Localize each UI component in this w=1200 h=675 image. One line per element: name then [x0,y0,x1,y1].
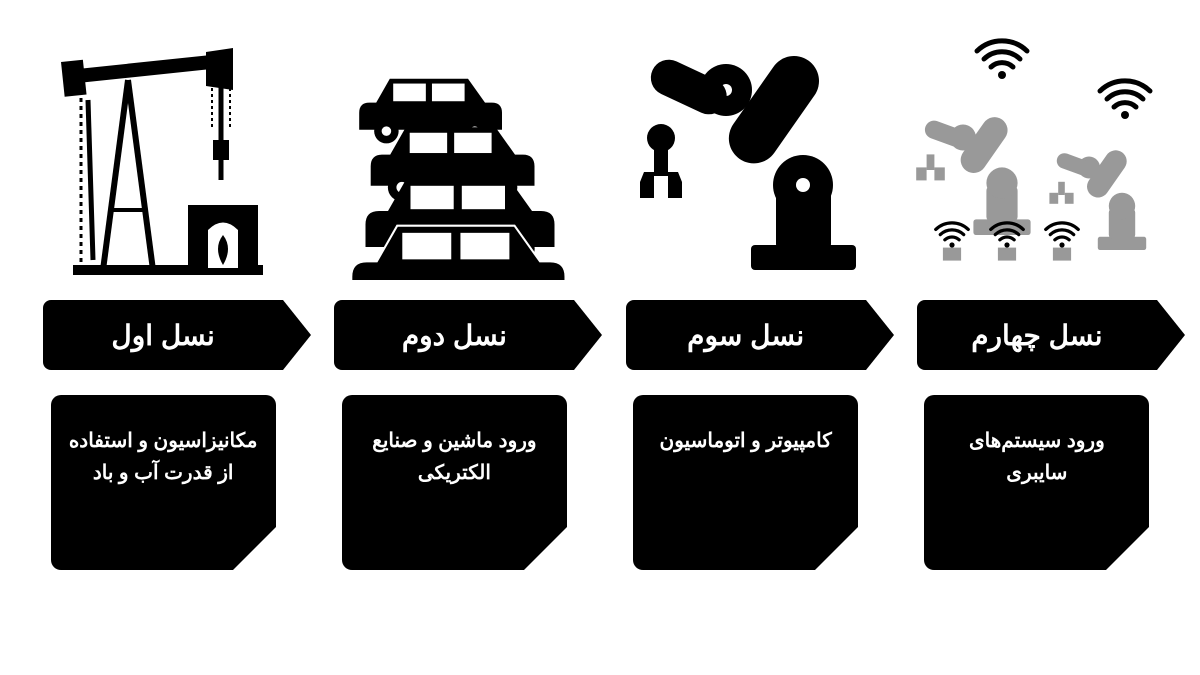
gen3-title: نسل سوم [626,300,866,370]
gen4-description: ورود سیستم‌های سایبری [924,395,1149,570]
oil-pump-icon [33,30,293,280]
gen3-description: کامپیوتر و اتوماسیون [633,395,858,570]
gen1-description: مکانیزاسیون و استفاده از قدرت آب و باد [51,395,276,570]
column-gen2: نسل دوم ورود ماشین و صنایع الکتریکی [324,30,584,570]
gen2-description: ورود ماشین و صنایع الکتریکی [342,395,567,570]
smart-factory-icon [907,30,1167,280]
gen1-title: نسل اول [43,300,283,370]
gen4-title: نسل چهارم [917,300,1157,370]
column-gen3: نسل سوم کامپیوتر و اتوماسیون [616,30,876,570]
column-gen1: نسل اول مکانیزاسیون و استفاده از قدرت آب… [33,30,293,570]
infographic-container: نسل اول مکانیزاسیون و استفاده از قدرت آب… [0,0,1200,675]
cars-assembly-icon [324,30,584,280]
gen2-title: نسل دوم [334,300,574,370]
column-gen4: نسل چهارم ورود سیستم‌های سایبری [907,30,1167,570]
robot-arm-icon [616,30,876,280]
